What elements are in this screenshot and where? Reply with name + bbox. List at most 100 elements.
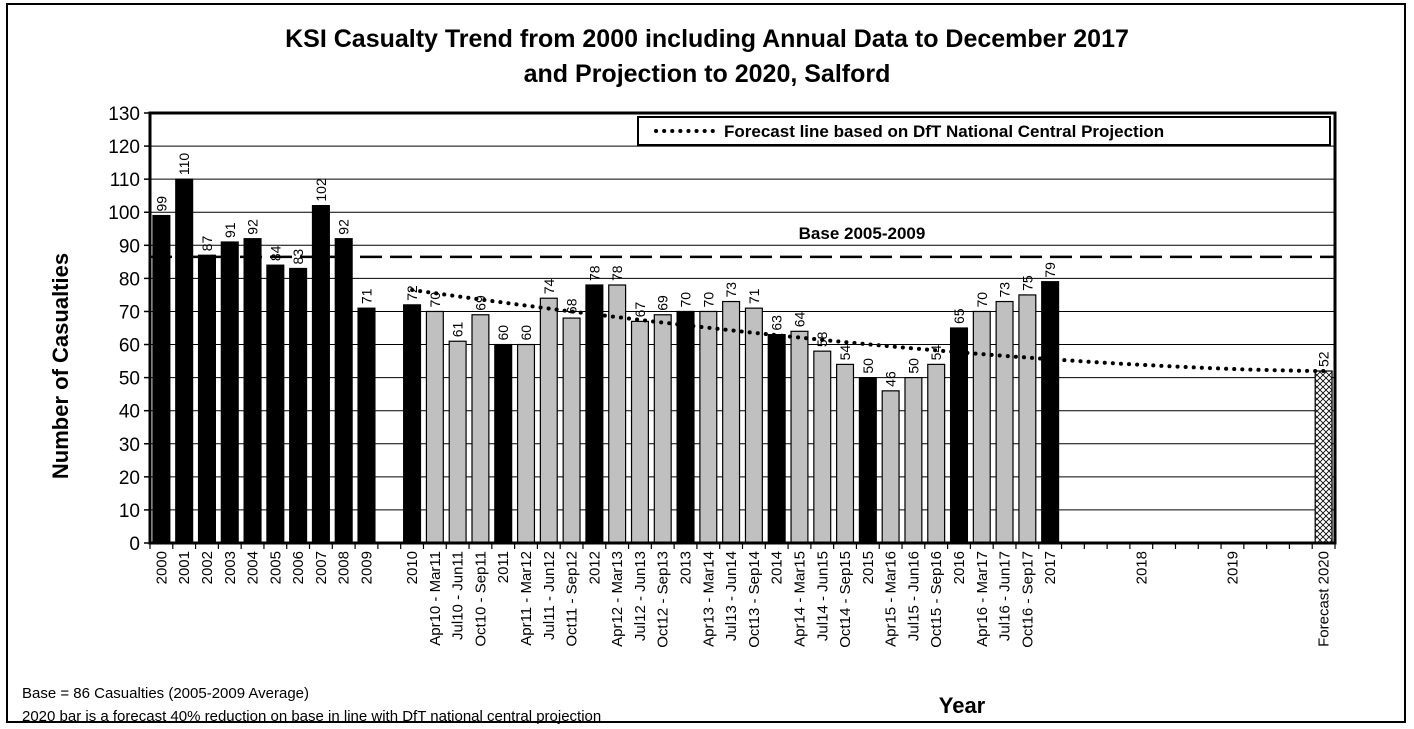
- bar-rolling: [562, 317, 581, 544]
- data-label: 54: [928, 345, 944, 361]
- data-label: 73: [997, 282, 1013, 298]
- x-tick-label: Oct16 - Sep17: [1019, 551, 1036, 648]
- forecast-line: [410, 288, 1326, 373]
- x-tick-label: 2010: [404, 551, 421, 584]
- data-label: 70: [427, 292, 443, 308]
- chart-title-line1: KSI Casualty Trend from 2000 including A…: [285, 25, 1129, 53]
- bar-rolling: [744, 307, 763, 544]
- x-tick-label: Oct13 - Sep14: [746, 551, 763, 648]
- data-label: 50: [905, 358, 921, 374]
- bar-annual: [243, 238, 262, 544]
- x-tick-label: 2002: [199, 551, 216, 584]
- y-tick-label: 120: [108, 137, 140, 158]
- x-tick-label: Oct12 - Sep13: [655, 551, 672, 648]
- y-tick-label: 40: [119, 402, 140, 423]
- x-tick-label: 2001: [176, 551, 193, 584]
- data-label: 68: [564, 298, 580, 314]
- y-tick-label: 50: [119, 369, 140, 390]
- bar-annual: [357, 307, 376, 544]
- bar-rolling: [425, 310, 444, 544]
- x-tick-label: Apr12 - Mar13: [609, 551, 626, 647]
- legend-box: [637, 116, 1331, 146]
- y-tick-label: 130: [108, 104, 140, 125]
- bar-annual: [1041, 281, 1060, 544]
- x-tick-label: Jul10 - Jun11: [450, 551, 467, 640]
- x-tick-label: 2015: [860, 551, 877, 584]
- chart-frame: [6, 3, 1406, 723]
- data-label: 54: [837, 345, 853, 361]
- x-tick-label: Oct11 - Sep12: [564, 551, 581, 647]
- bar-rolling: [699, 310, 718, 544]
- x-tick-label: Oct10 - Sep11: [472, 551, 489, 647]
- data-label: 50: [860, 358, 876, 374]
- data-label: 99: [153, 196, 169, 212]
- bar-rolling: [995, 300, 1014, 544]
- note-base: Base = 86 Casualties (2005-2009 Average): [22, 685, 309, 702]
- data-label: 75: [1019, 275, 1035, 291]
- x-tick-label: Oct14 - Sep15: [837, 551, 854, 648]
- data-label: 71: [358, 288, 374, 304]
- data-label: 70: [974, 292, 990, 308]
- data-label: 69: [655, 295, 671, 311]
- bar-rolling: [608, 284, 627, 544]
- x-tick-label: 2013: [678, 551, 695, 584]
- data-label: 87: [199, 235, 215, 251]
- y-tick-label: 80: [119, 269, 140, 290]
- x-tick-label: 2007: [313, 551, 330, 584]
- bar-annual: [197, 254, 217, 544]
- y-axis-ticks: 0 10 20 30 40 50 60 70 80 90 100 110 120 130: [108, 104, 150, 555]
- y-tick-label: 110: [110, 170, 140, 191]
- bar-rolling: [813, 350, 832, 544]
- data-label: 78: [586, 265, 602, 281]
- bar-rolling: [1018, 294, 1037, 544]
- data-label: 102: [313, 178, 329, 202]
- data-label: 74: [541, 278, 557, 294]
- bar-annual: [949, 327, 969, 544]
- x-tick-label: 2019: [1224, 551, 1241, 584]
- y-tick-label: 70: [119, 302, 140, 323]
- bar-annual: [175, 178, 194, 544]
- bars: [152, 178, 1333, 544]
- x-tick-label: Apr11 - Mar12: [518, 551, 535, 646]
- x-axis-label: Year: [939, 693, 986, 718]
- y-tick-label: 90: [119, 236, 140, 257]
- bar-annual: [152, 214, 171, 544]
- bar-annual: [403, 304, 422, 544]
- legend: Forecast line based on DfT National Cent…: [637, 116, 1331, 146]
- x-tick-label: Jul11 - Jun12: [541, 551, 558, 640]
- data-label: 52: [1316, 351, 1332, 367]
- bar-rolling: [471, 314, 490, 544]
- legend-label: Forecast line based on DfT National Cent…: [724, 122, 1164, 141]
- data-label: 70: [700, 292, 716, 308]
- bar-rolling: [516, 343, 536, 544]
- x-tick-label: Apr14 - Mar15: [791, 551, 808, 647]
- data-label: 46: [883, 371, 899, 387]
- y-tick-label: 60: [119, 336, 140, 357]
- data-label: 71: [746, 288, 762, 304]
- data-label: 60: [495, 325, 511, 341]
- bar-rolling: [448, 340, 467, 544]
- x-tick-label: Jul15 - Jun16: [905, 551, 922, 641]
- x-tick-label: 2017: [1042, 551, 1059, 584]
- x-tick-label: 2016: [951, 551, 968, 584]
- x-tick-label: 2006: [290, 551, 307, 584]
- bar-annual: [585, 284, 604, 544]
- x-tick-label: Apr13 - Mar14: [700, 551, 717, 647]
- bar-annual: [289, 267, 308, 544]
- x-axis-ticks: 2000 2001 2002 2003 2004 2005 2006 2007 2008 2009…: [149, 543, 1336, 648]
- x-tick-label: 2011: [495, 551, 512, 583]
- data-label: 78: [609, 265, 625, 281]
- x-tick-label: 2004: [245, 551, 262, 584]
- x-tick-label: Jul13 - Jun14: [723, 551, 740, 641]
- x-tick-label: Apr16 - Mar17: [974, 551, 991, 647]
- data-label: 83: [290, 249, 306, 265]
- x-tick-label: 2000: [153, 551, 170, 584]
- bar-annual: [220, 241, 239, 544]
- x-tick-label: 2005: [267, 551, 284, 584]
- plot-area-border: [148, 111, 1337, 545]
- bar-annual: [266, 264, 285, 544]
- data-label: 84: [267, 245, 283, 261]
- bar-rolling: [722, 300, 741, 544]
- data-label: 64: [791, 312, 807, 328]
